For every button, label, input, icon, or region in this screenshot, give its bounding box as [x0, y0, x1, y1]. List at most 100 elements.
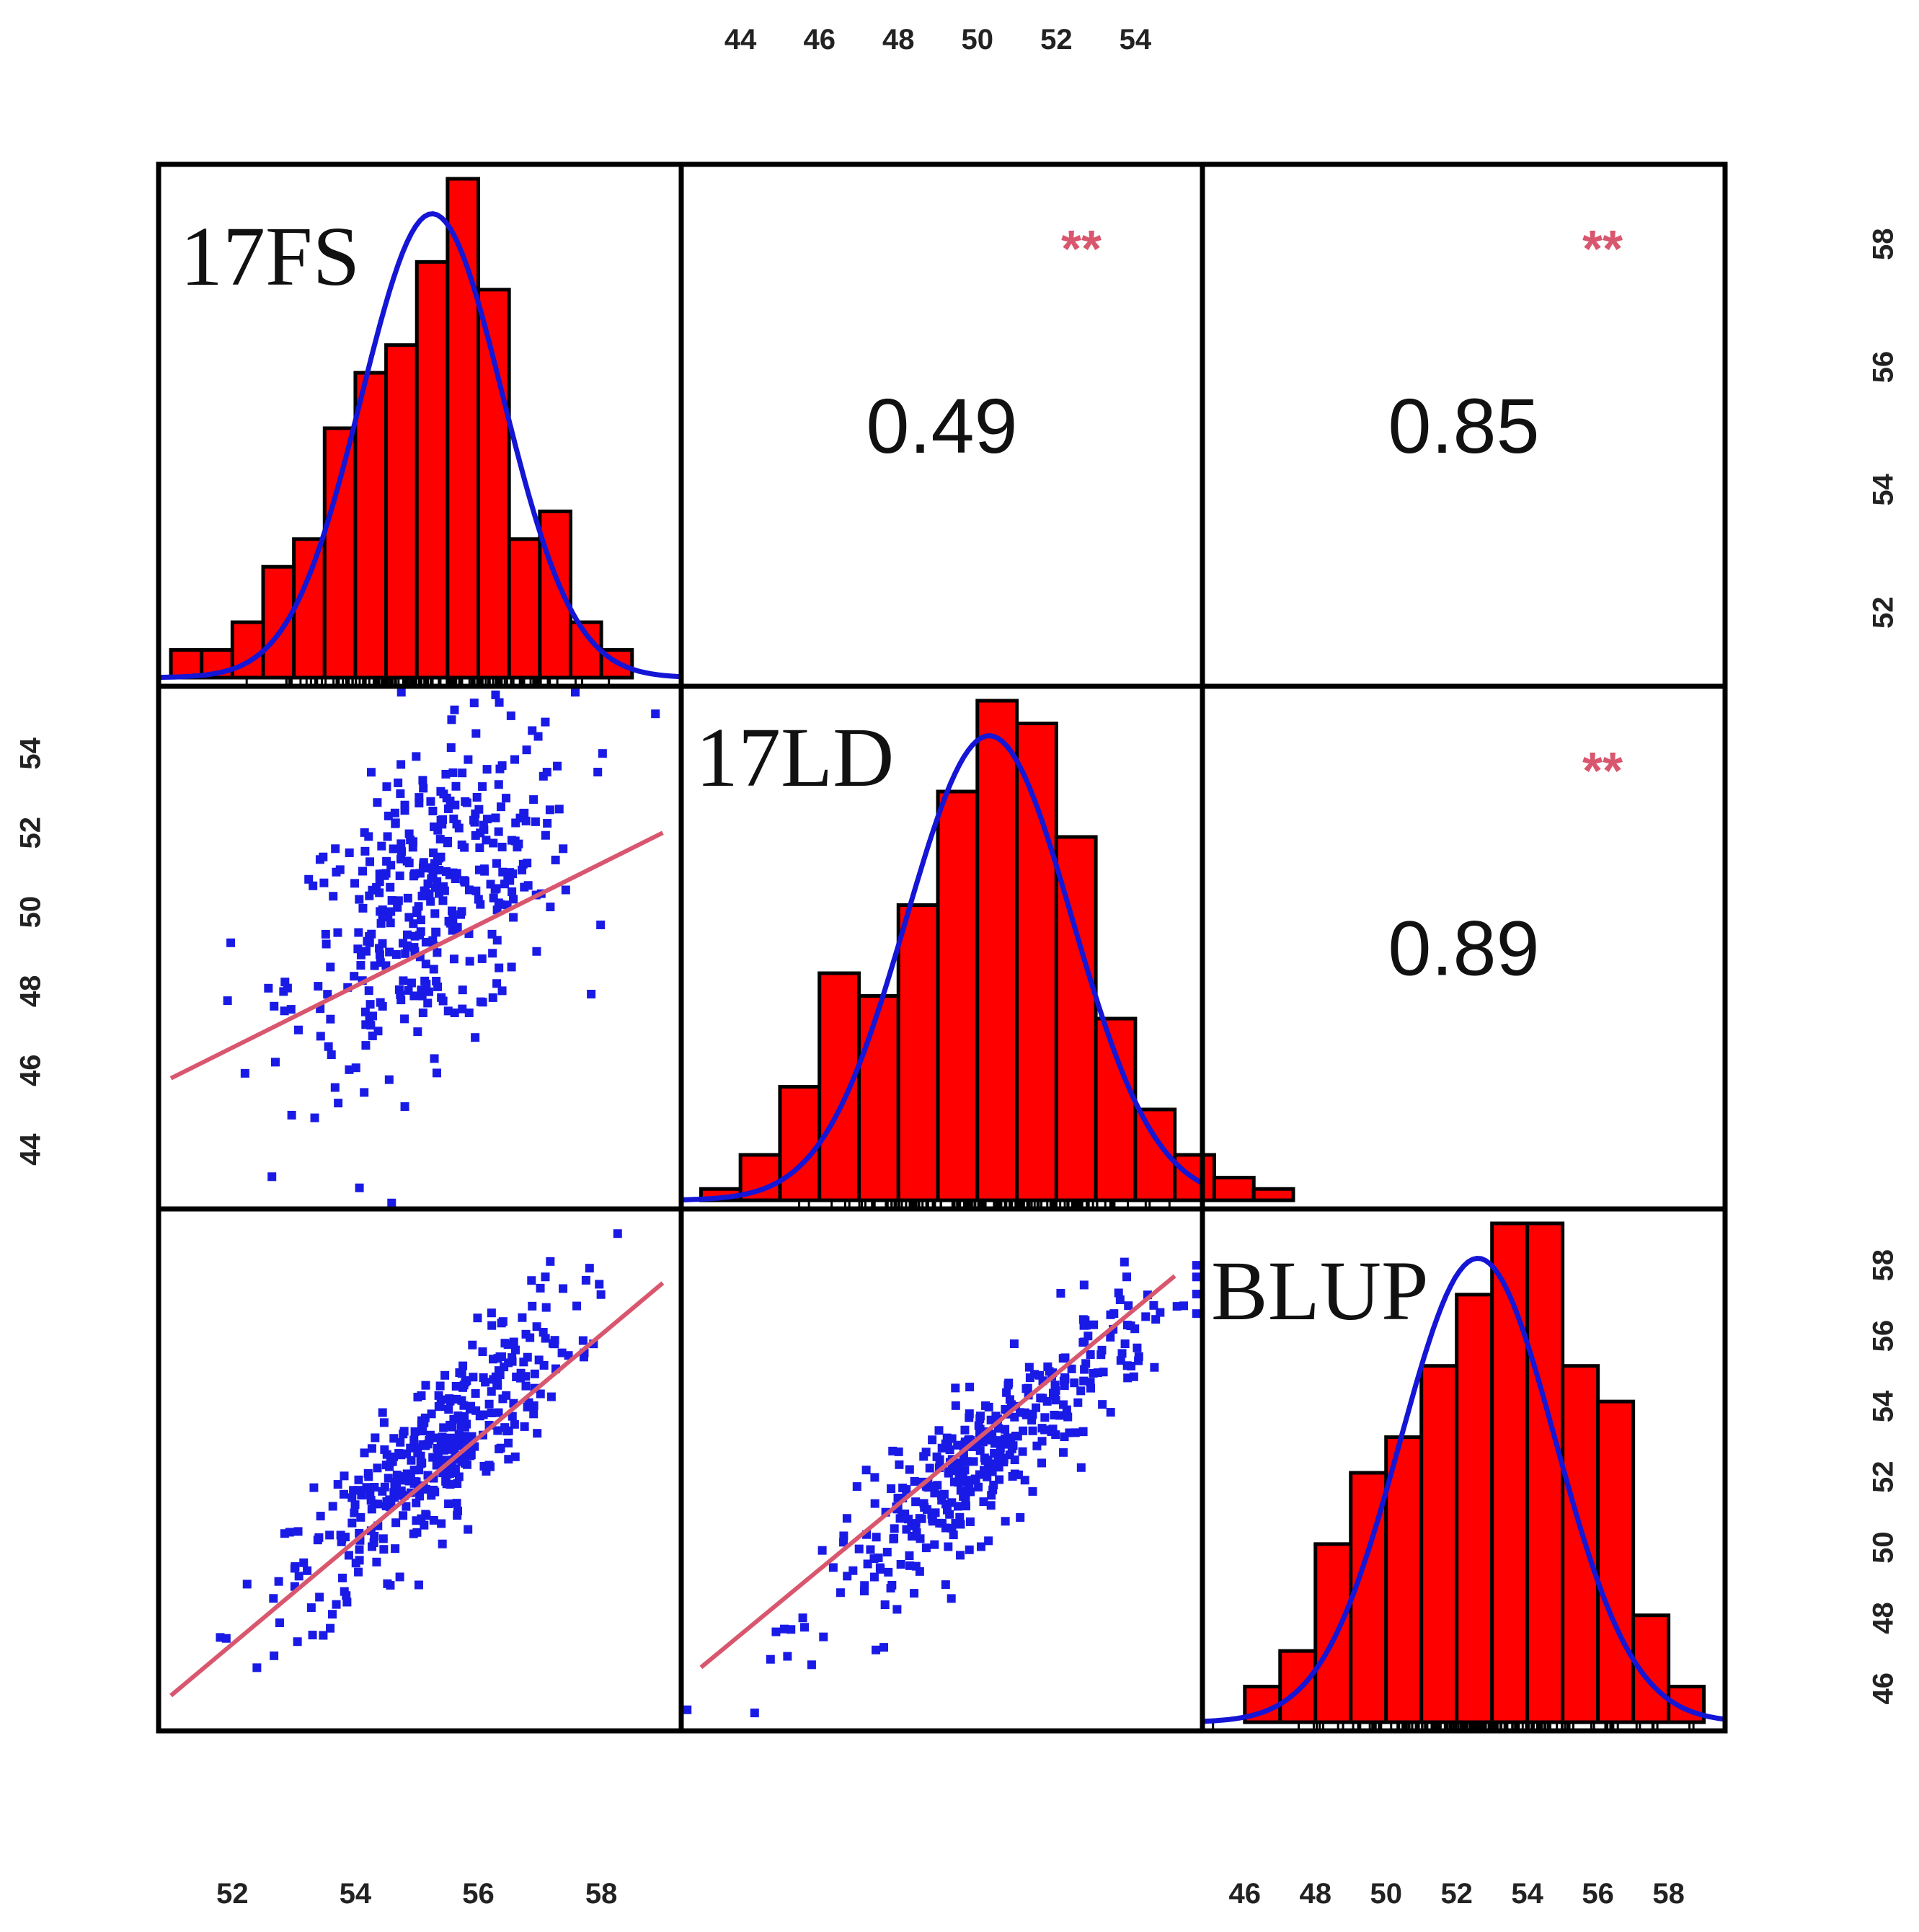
- scatter-point: [470, 817, 479, 827]
- scatter-point: [798, 1613, 807, 1623]
- scatter-point: [402, 1449, 412, 1458]
- scatter-point: [931, 1508, 940, 1517]
- scatter-point: [407, 1455, 416, 1465]
- scatter-point: [451, 800, 460, 810]
- scatter-point: [519, 809, 528, 818]
- scatter-point: [389, 1452, 399, 1461]
- scatter-point: [469, 699, 479, 708]
- scatter-point: [373, 1027, 383, 1036]
- scatter-point: [1079, 1376, 1089, 1386]
- panel-17LD-BLUP: [1202, 686, 1725, 1209]
- scatter-point: [551, 855, 560, 864]
- scatter-point: [475, 843, 484, 852]
- scatter-point: [433, 1452, 443, 1461]
- axis-bottom-right: 46 48 50 52 54 56 58: [1229, 1878, 1685, 1910]
- histogram-bar: [353, 371, 389, 680]
- histogram-17FS: [158, 177, 682, 685]
- scatter-point: [905, 1561, 914, 1570]
- histogram-bar: [1455, 1293, 1494, 1724]
- scatter-point: [402, 856, 412, 866]
- fit-line: [169, 1281, 665, 1698]
- scatter-point: [448, 915, 458, 924]
- scatter-point: [412, 1528, 422, 1537]
- scatter-point: [452, 1499, 461, 1508]
- scatter-point: [532, 1322, 541, 1331]
- scatter-point: [324, 1042, 333, 1051]
- scatter-point: [323, 990, 332, 999]
- scatter-point: [951, 1518, 960, 1528]
- scatter-point: [1062, 1405, 1071, 1414]
- scatter-point: [819, 1632, 828, 1641]
- scatter-point: [1124, 1301, 1133, 1311]
- scatter-point: [497, 842, 507, 851]
- scatter-point: [1078, 1427, 1088, 1436]
- scatter-point: [1106, 1408, 1115, 1417]
- scatter-point: [216, 1633, 225, 1642]
- scatter-point: [509, 913, 518, 922]
- scatter-point: [436, 815, 446, 825]
- scatter-point: [339, 1489, 348, 1499]
- scatter-point: [345, 1065, 354, 1074]
- fit-line: [699, 1274, 1176, 1670]
- rug-marks: [798, 1199, 1171, 1208]
- scatter-point: [412, 1443, 421, 1453]
- scatter-point: [299, 1558, 309, 1567]
- density-curve: [681, 732, 1204, 1202]
- scatter-point: [937, 1443, 947, 1453]
- scatter-point: [951, 1401, 960, 1410]
- scatter-point: [1001, 1517, 1010, 1526]
- panel-17FS-17LD: [681, 164, 1202, 686]
- correlation-value: 0.49: [866, 382, 1017, 469]
- scatter-point: [331, 844, 340, 854]
- scatter-point: [944, 1467, 953, 1476]
- scatter-point: [1192, 1309, 1201, 1319]
- scatter-point: [1079, 1280, 1089, 1290]
- scatter-point: [518, 1313, 527, 1322]
- scatter-point: [990, 1439, 999, 1448]
- scatter-point: [930, 1540, 939, 1549]
- scatter-point: [403, 893, 412, 903]
- scatter-point: [267, 1172, 277, 1182]
- scatter-point: [387, 1198, 396, 1208]
- scatter-point: [532, 947, 541, 956]
- tick-label: 48: [15, 975, 47, 1008]
- scatter-point: [314, 982, 323, 991]
- scatter-point: [428, 806, 438, 815]
- scatter-point: [333, 928, 342, 937]
- variable-label-BLUP: BLUP: [1211, 1244, 1429, 1338]
- scatter-point: [402, 930, 412, 939]
- scatter-point: [314, 1533, 324, 1542]
- scatter-point: [947, 1594, 956, 1603]
- scatter-point: [503, 1340, 513, 1350]
- scatter-point: [1036, 1393, 1045, 1403]
- scatter-point: [334, 1099, 343, 1108]
- histogram-bar: [1490, 1221, 1530, 1724]
- scatter-point: [400, 1471, 409, 1481]
- scatter-point: [421, 1510, 430, 1519]
- scatter-point: [545, 805, 554, 815]
- scatter-point: [884, 1567, 893, 1577]
- scatter-point: [454, 1441, 464, 1450]
- scatter-point: [508, 869, 518, 879]
- scatter-point: [488, 949, 497, 958]
- tick-label: 52: [1040, 24, 1073, 56]
- histogram-bar: [415, 260, 450, 680]
- scatter-point: [502, 794, 511, 803]
- tick-label: 56: [462, 1878, 495, 1910]
- scatter-point: [570, 688, 580, 697]
- scatter-point: [471, 729, 481, 738]
- scatter-point: [420, 886, 429, 895]
- scatter-point: [448, 906, 457, 916]
- scatter-point: [1106, 1310, 1115, 1319]
- histogram-bar: [384, 343, 419, 680]
- scatter-point: [353, 1486, 363, 1495]
- scatter-point: [434, 889, 443, 898]
- scatter-point: [370, 1483, 379, 1492]
- scatter-point: [293, 1527, 303, 1536]
- scatter-point: [342, 1598, 352, 1607]
- scatter-point: [464, 1525, 473, 1534]
- tick-label: 46: [1229, 1878, 1262, 1910]
- scatter-point: [355, 1183, 364, 1192]
- scatter-point: [521, 816, 531, 825]
- scatter-point: [1005, 1395, 1014, 1404]
